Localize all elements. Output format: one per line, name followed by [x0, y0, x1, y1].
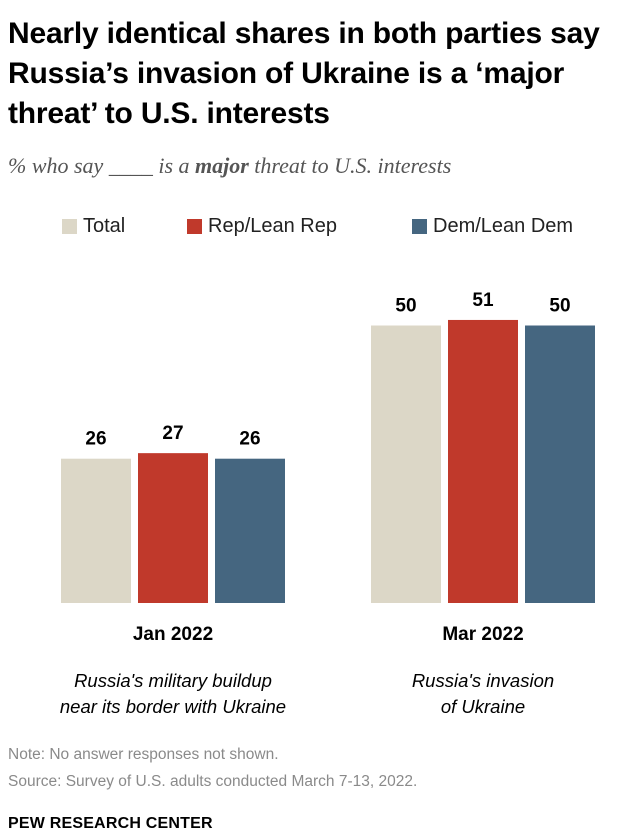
category-label-0: Jan 2022 — [133, 624, 213, 645]
subtitle-emphasis: major — [195, 153, 249, 178]
bar-dem-1 — [525, 325, 595, 603]
data-label-rep-1: 51 — [472, 290, 494, 311]
bar-dem-0 — [215, 458, 285, 603]
category-description-0-1: near its border with Ukraine — [60, 696, 286, 717]
data-label-dem-1: 50 — [549, 296, 570, 317]
data-label-dem-0: 26 — [239, 429, 260, 450]
subtitle-after: threat to U.S. interests — [248, 153, 452, 178]
data-label-rep-0: 27 — [162, 423, 183, 444]
legend-swatch-total — [62, 219, 77, 234]
bar-rep-0 — [138, 453, 208, 603]
category-description-0-0: Russia's military buildup — [74, 670, 272, 691]
legend-item-total: Total — [62, 215, 125, 238]
pew-logo-text: PEW RESEARCH CENTER — [8, 815, 213, 832]
legend-swatch-rep — [187, 219, 202, 234]
bar-total-0 — [61, 458, 131, 603]
legend-label-total: Total — [83, 215, 126, 237]
bar-rep-1 — [448, 319, 518, 603]
legend-swatch-dem — [412, 219, 427, 234]
data-label-total-0: 26 — [85, 429, 106, 450]
subtitle-before: % who say ____ is a — [8, 153, 195, 178]
bar-total-1 — [371, 325, 441, 603]
legend-label-rep: Rep/Lean Rep — [208, 215, 337, 237]
legend-item-rep: Rep/Lean Rep — [187, 215, 337, 238]
category-description-1-0: Russia's invasion — [412, 670, 554, 691]
bar-chart: 26 27 26 Jan 2022 Russia's military buildup n… — [60, 290, 595, 717]
chart-subtitle: % who say ____ is a major threat to U.S.… — [8, 153, 451, 179]
chart-source: Source: Survey of U.S. adults conducted … — [8, 773, 418, 790]
data-label-total-1: 50 — [395, 296, 416, 317]
category-description-1-1: of Ukraine — [441, 696, 525, 717]
chart-legend: Total Rep/Lean Rep Dem/Lean Dem — [62, 215, 641, 241]
category-label-1: Mar 2022 — [442, 624, 523, 645]
legend-item-dem: Dem/Lean Dem — [412, 215, 573, 238]
legend-label-dem: Dem/Lean Dem — [433, 215, 574, 237]
chart-title: Nearly identical shares in both parties … — [8, 17, 600, 130]
chart-note: Note: No answer responses not shown. — [8, 746, 279, 763]
